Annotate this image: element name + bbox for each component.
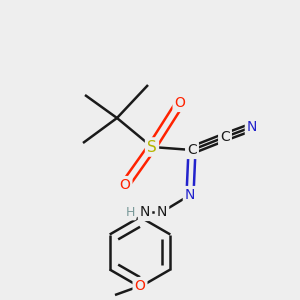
Text: H: H [125, 206, 135, 218]
Text: N: N [247, 120, 257, 134]
Text: N: N [157, 205, 167, 219]
Text: O: O [135, 279, 146, 293]
Text: S: S [147, 140, 157, 154]
Text: N: N [140, 205, 150, 219]
Text: O: O [175, 96, 185, 110]
Text: N: N [185, 188, 195, 202]
Text: C: C [220, 130, 230, 144]
Text: O: O [120, 178, 130, 192]
Text: C: C [187, 143, 197, 157]
